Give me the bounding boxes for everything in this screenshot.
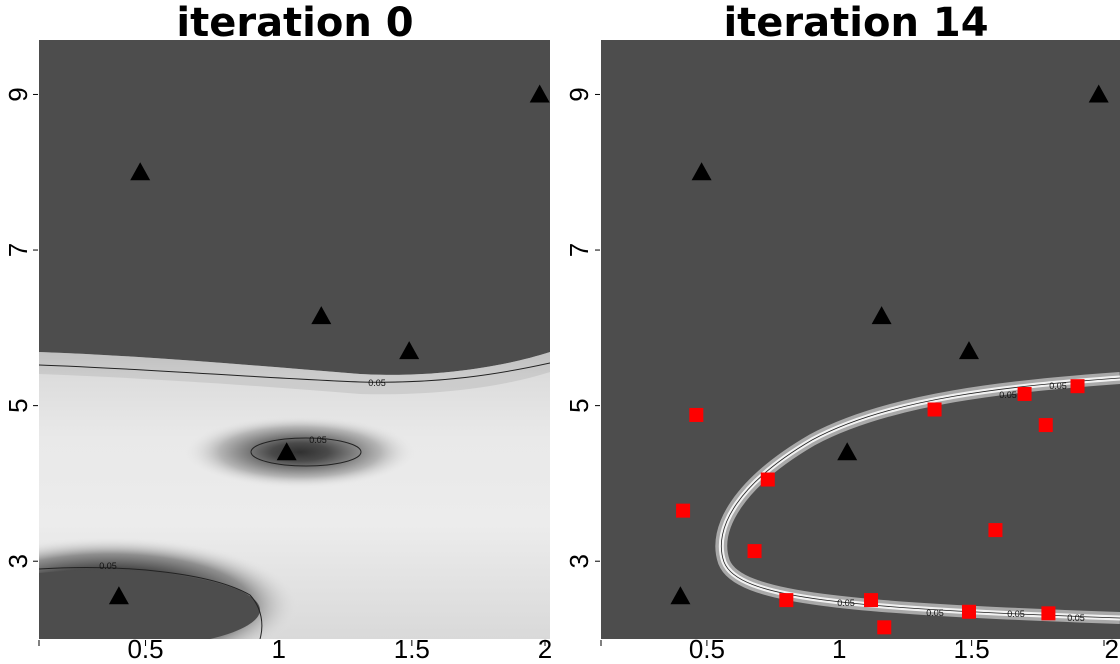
- triangle-marker: [691, 162, 712, 181]
- y-tick-label: 7: [564, 243, 594, 257]
- square-marker: [760, 472, 775, 487]
- square-marker: [1070, 379, 1085, 394]
- contour-label: 0.05: [99, 561, 117, 571]
- panel-iteration-0: iteration 0 0.05 0.05 0.05 0.5 1 1.5: [3, 0, 552, 664]
- plot-background: [601, 40, 1120, 639]
- triangle-marker: [1088, 84, 1109, 103]
- x-tick-label: 2: [538, 634, 552, 664]
- chart-title: iteration 0: [176, 0, 413, 46]
- triangle-marker: [958, 341, 979, 360]
- x-tick-label: 1: [832, 634, 846, 664]
- data-marks: [108, 84, 550, 605]
- y-tick-label: 3: [3, 554, 33, 568]
- y-tick-label: 7: [3, 243, 33, 257]
- x-tick-label: 0.5: [689, 634, 725, 664]
- square-marker: [864, 593, 879, 608]
- contour-label: 0.05: [1007, 609, 1025, 619]
- dark-region-center: [185, 416, 415, 488]
- dark-region-corner-core: [39, 570, 260, 639]
- square-marker: [747, 544, 762, 559]
- square-marker: [961, 604, 976, 619]
- contour-label: 0.05: [309, 435, 327, 445]
- contour-label: 0.05: [1067, 613, 1085, 623]
- y-tick-label: 5: [564, 398, 594, 412]
- x-tick-label: 0.5: [127, 634, 163, 664]
- contour-line-corner: [39, 567, 263, 639]
- y-axis: 3 5 7 9: [564, 87, 600, 568]
- triangle-marker: [529, 84, 550, 103]
- contour-line-top: [39, 362, 550, 383]
- x-tick-label: 1.5: [394, 634, 430, 664]
- x-tick-label: 2: [1105, 634, 1119, 664]
- square-marker: [1041, 606, 1056, 621]
- triangle-marker: [276, 442, 297, 461]
- square-marker: [988, 523, 1003, 538]
- triangle-marker: [670, 586, 691, 605]
- square-marker: [927, 402, 942, 417]
- x-tick-label: 1.5: [954, 634, 990, 664]
- x-tick-label: 1: [271, 634, 285, 664]
- y-tick-label: 9: [3, 87, 33, 101]
- triangle-marker: [108, 586, 129, 605]
- contour-label: 0.05: [837, 598, 855, 608]
- chart-title: iteration 14: [723, 0, 988, 46]
- contour-label: 0.05: [368, 378, 386, 388]
- triangle-marker: [871, 306, 892, 325]
- triangle-marker: [130, 162, 151, 181]
- contour-label: 0.05: [999, 390, 1017, 400]
- contour-line: [720, 377, 1120, 619]
- panel-iteration-14: iteration 14 0.05 0.05 0.05 0.05 0.05 0.…: [564, 0, 1120, 664]
- y-axis: 3 5 7 9: [3, 87, 38, 568]
- x-axis: 0.5 1 1.5 2: [600, 634, 1119, 664]
- square-marker: [1038, 418, 1053, 433]
- contour-label: 0.05: [1049, 381, 1067, 391]
- y-tick-label: 9: [564, 87, 594, 101]
- square-marker: [877, 620, 892, 635]
- contour-surface: [39, 40, 550, 639]
- data-marks: [670, 84, 1109, 635]
- y-tick-label: 3: [564, 554, 594, 568]
- square-marker: [779, 593, 794, 608]
- contour-label: 0.05: [926, 608, 944, 618]
- contour-line-center: [250, 437, 362, 467]
- triangle-marker: [399, 341, 420, 360]
- square-marker: [1017, 386, 1032, 401]
- triangle-marker: [837, 442, 858, 461]
- contour-surface: [601, 40, 1120, 639]
- square-marker: [689, 407, 704, 422]
- triangle-marker: [311, 306, 332, 325]
- band-edge-shade: [39, 352, 550, 395]
- y-tick-label: 5: [3, 398, 33, 412]
- x-axis: 0.5 1 1.5 2: [38, 634, 552, 664]
- square-marker: [676, 503, 691, 518]
